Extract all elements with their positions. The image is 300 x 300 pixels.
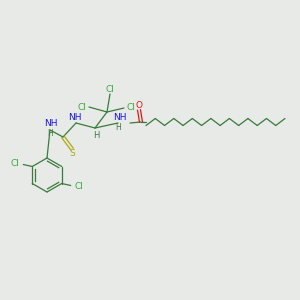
Text: Cl: Cl — [74, 182, 83, 191]
Text: Cl: Cl — [78, 103, 86, 112]
Text: O: O — [136, 101, 142, 110]
Text: NH: NH — [44, 119, 58, 128]
Text: Cl: Cl — [106, 85, 114, 94]
Text: H: H — [115, 124, 121, 133]
Text: H: H — [93, 131, 99, 140]
Text: H: H — [47, 130, 53, 139]
Text: S: S — [69, 148, 75, 158]
Text: Cl: Cl — [11, 159, 20, 168]
Text: Cl: Cl — [127, 103, 135, 112]
Text: NH: NH — [113, 112, 127, 122]
Text: NH: NH — [68, 112, 82, 122]
